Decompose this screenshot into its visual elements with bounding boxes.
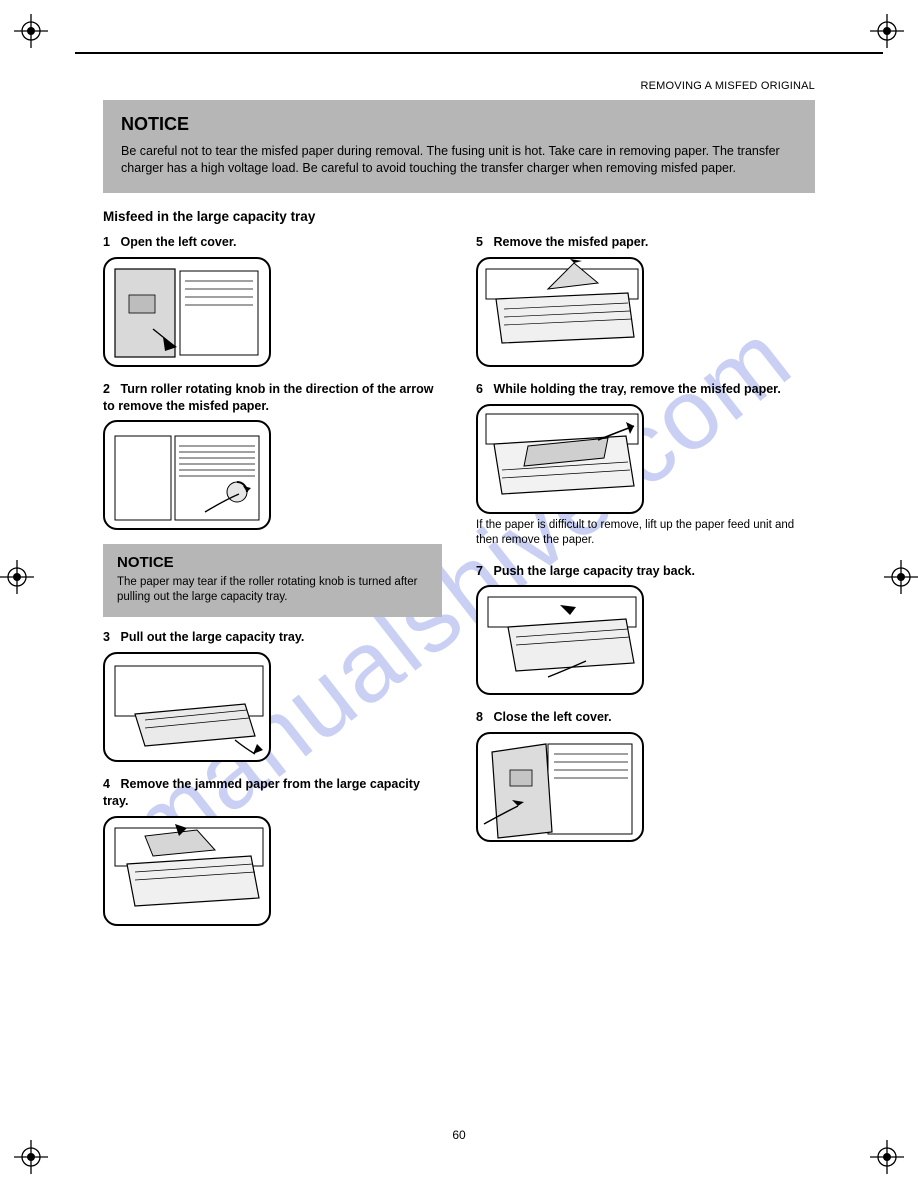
step-8-label: 8 Close the left cover.	[476, 709, 815, 726]
step-1-label: 1 Open the left cover.	[103, 234, 442, 251]
right-column: 5 Remove the misfed paper. 6 While holdi…	[476, 234, 815, 940]
registration-mark-ml	[0, 560, 34, 594]
sub-notice-box: NOTICE The paper may tear if the roller …	[103, 544, 442, 617]
step-4-figure	[103, 816, 271, 926]
step-2: 2 Turn roller rotating knob in the direc…	[103, 381, 442, 531]
step-6-figure	[476, 404, 644, 514]
registration-mark-br	[870, 1140, 904, 1174]
page-content: REMOVING A MISFED ORIGINAL NOTICE Be car…	[103, 80, 815, 940]
step-7-figure	[476, 585, 644, 695]
step-4-label: 4 Remove the jammed paper from the large…	[103, 776, 442, 810]
step-3-figure	[103, 652, 271, 762]
page-header-title: REMOVING A MISFED ORIGINAL	[103, 80, 815, 92]
step-6-label: 6 While holding the tray, remove the mis…	[476, 381, 815, 398]
two-column-layout: 1 Open the left cover.	[103, 234, 815, 940]
step-8-figure	[476, 732, 644, 842]
step-6: 6 While holding the tray, remove the mis…	[476, 381, 815, 549]
step-4: 4 Remove the jammed paper from the large…	[103, 776, 442, 926]
step-7-label: 7 Push the large capacity tray back.	[476, 563, 815, 580]
step-3: 3 Pull out the large capacity tray.	[103, 629, 442, 762]
notice-body: Be careful not to tear the misfed paper …	[121, 143, 797, 177]
step-1-figure	[103, 257, 271, 367]
step-8: 8 Close the left cover.	[476, 709, 815, 842]
step-6-text: If the paper is difficult to remove, lif…	[476, 518, 815, 549]
notice-heading: NOTICE	[121, 114, 797, 135]
sub-notice-heading: NOTICE	[117, 554, 428, 571]
step-2-figure	[103, 420, 271, 530]
page-number: 60	[0, 1128, 918, 1142]
registration-mark-tr	[870, 14, 904, 48]
step-5: 5 Remove the misfed paper.	[476, 234, 815, 367]
left-column: 1 Open the left cover.	[103, 234, 442, 940]
step-1: 1 Open the left cover.	[103, 234, 442, 367]
step-5-figure	[476, 257, 644, 367]
registration-mark-bl	[14, 1140, 48, 1174]
registration-mark-mr	[884, 560, 918, 594]
header-rule	[75, 52, 883, 54]
step-2-label: 2 Turn roller rotating knob in the direc…	[103, 381, 442, 415]
notice-box: NOTICE Be careful not to tear the misfed…	[103, 100, 815, 193]
step-5-label: 5 Remove the misfed paper.	[476, 234, 815, 251]
section-title: Misfeed in the large capacity tray	[103, 209, 815, 224]
step-7: 7 Push the large capacity tray back.	[476, 563, 815, 696]
step-3-label: 3 Pull out the large capacity tray.	[103, 629, 442, 646]
sub-notice-body: The paper may tear if the roller rotatin…	[117, 575, 428, 605]
registration-mark-tl	[14, 14, 48, 48]
